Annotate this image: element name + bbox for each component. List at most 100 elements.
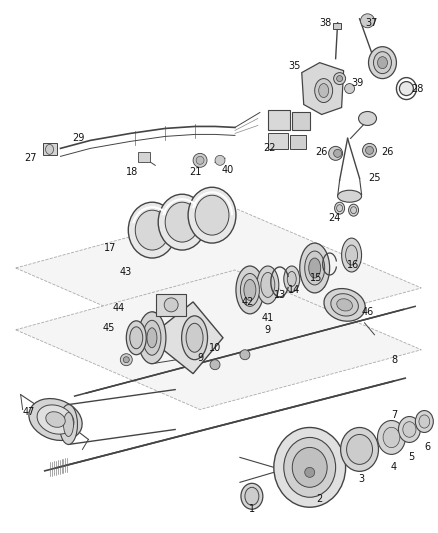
Ellipse shape: [341, 427, 378, 471]
Ellipse shape: [338, 190, 361, 202]
Bar: [138, 152, 150, 163]
Circle shape: [363, 143, 377, 157]
Ellipse shape: [368, 47, 396, 78]
Ellipse shape: [337, 298, 353, 311]
Ellipse shape: [300, 243, 330, 293]
Ellipse shape: [158, 194, 206, 250]
Text: 8: 8: [392, 354, 398, 365]
Bar: [268, 133, 288, 149]
Bar: [268, 110, 290, 131]
Ellipse shape: [378, 56, 388, 69]
Circle shape: [124, 357, 129, 362]
Circle shape: [240, 350, 250, 360]
Text: 22: 22: [264, 143, 276, 154]
Ellipse shape: [186, 324, 203, 352]
Ellipse shape: [305, 251, 325, 285]
Circle shape: [399, 82, 413, 95]
Text: 2: 2: [317, 494, 323, 504]
Text: 15: 15: [310, 273, 322, 283]
Ellipse shape: [236, 266, 264, 314]
Text: 46: 46: [361, 307, 374, 317]
Ellipse shape: [64, 413, 74, 437]
Polygon shape: [16, 208, 421, 348]
Text: 42: 42: [242, 297, 254, 307]
Ellipse shape: [257, 266, 279, 304]
Text: 41: 41: [262, 313, 274, 323]
Ellipse shape: [241, 483, 263, 509]
Ellipse shape: [195, 195, 229, 235]
Ellipse shape: [274, 427, 346, 507]
Ellipse shape: [29, 399, 82, 440]
Text: 26: 26: [381, 147, 394, 157]
Text: 13: 13: [274, 290, 286, 300]
Text: 37: 37: [365, 18, 378, 28]
Text: 45: 45: [102, 323, 115, 333]
Ellipse shape: [182, 316, 208, 360]
Ellipse shape: [46, 144, 53, 155]
Polygon shape: [16, 270, 421, 409]
Ellipse shape: [335, 202, 345, 214]
Text: 18: 18: [126, 167, 138, 177]
Text: 38: 38: [320, 18, 332, 28]
Ellipse shape: [346, 434, 372, 464]
Ellipse shape: [309, 258, 321, 278]
Polygon shape: [148, 302, 223, 374]
Bar: [292, 112, 310, 131]
Ellipse shape: [403, 422, 416, 437]
Circle shape: [345, 84, 355, 94]
Polygon shape: [302, 63, 343, 115]
Text: 39: 39: [351, 78, 364, 87]
Circle shape: [334, 72, 346, 85]
Text: 29: 29: [72, 133, 85, 143]
Circle shape: [360, 14, 374, 28]
Ellipse shape: [319, 84, 328, 98]
Ellipse shape: [415, 410, 433, 432]
Ellipse shape: [126, 321, 146, 355]
Circle shape: [334, 149, 342, 157]
Text: 43: 43: [119, 267, 131, 277]
Ellipse shape: [419, 415, 430, 428]
Ellipse shape: [374, 52, 392, 74]
Ellipse shape: [324, 288, 365, 321]
Ellipse shape: [261, 272, 275, 297]
Ellipse shape: [287, 271, 296, 286]
Text: 35: 35: [289, 61, 301, 71]
Ellipse shape: [245, 487, 259, 505]
Ellipse shape: [244, 279, 256, 301]
Text: 24: 24: [328, 213, 341, 223]
Text: 9: 9: [197, 353, 203, 363]
Ellipse shape: [284, 266, 300, 292]
Text: 44: 44: [112, 303, 124, 313]
Ellipse shape: [399, 416, 420, 442]
Ellipse shape: [138, 312, 166, 364]
Ellipse shape: [342, 238, 361, 272]
Text: 3: 3: [358, 474, 364, 484]
Ellipse shape: [240, 273, 259, 306]
Bar: [290, 135, 306, 149]
Ellipse shape: [292, 447, 327, 487]
Text: 7: 7: [391, 409, 398, 419]
Ellipse shape: [349, 204, 359, 216]
Text: 14: 14: [288, 285, 300, 295]
Text: 17: 17: [104, 243, 117, 253]
Text: 25: 25: [368, 173, 381, 183]
Ellipse shape: [378, 421, 406, 455]
Text: 9: 9: [265, 325, 271, 335]
Ellipse shape: [383, 427, 400, 448]
Text: 47: 47: [22, 407, 35, 416]
Text: 21: 21: [189, 167, 201, 177]
Ellipse shape: [143, 320, 161, 355]
Ellipse shape: [350, 207, 357, 214]
Ellipse shape: [46, 411, 65, 427]
Circle shape: [215, 155, 225, 165]
Text: 5: 5: [408, 453, 414, 463]
Ellipse shape: [337, 205, 343, 212]
Text: 26: 26: [315, 147, 328, 157]
Ellipse shape: [60, 405, 78, 445]
Circle shape: [120, 354, 132, 366]
Ellipse shape: [331, 294, 358, 316]
Ellipse shape: [359, 111, 377, 125]
Ellipse shape: [164, 298, 178, 312]
Ellipse shape: [314, 78, 332, 102]
Circle shape: [366, 147, 374, 155]
